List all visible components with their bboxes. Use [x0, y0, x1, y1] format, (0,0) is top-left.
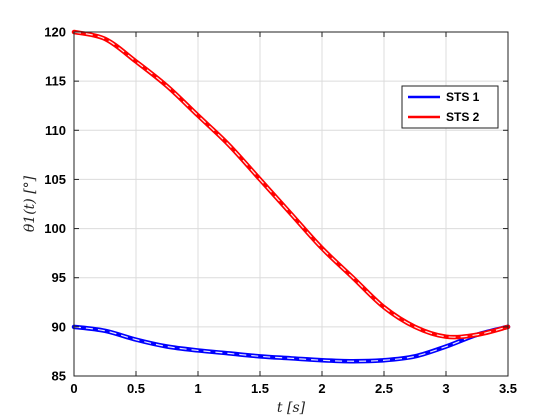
y-tick-label: 120 — [44, 25, 66, 40]
series-layer — [71, 29, 511, 364]
x-tick-label: 2 — [318, 381, 325, 396]
series-reference-dash-sts-1 — [73, 326, 509, 362]
y-tick-label: 100 — [44, 221, 66, 236]
legend-box — [401, 85, 499, 129]
y-tick-label: 95 — [52, 270, 66, 285]
y-tick-label: 105 — [44, 172, 66, 187]
x-tick-label: 3.5 — [499, 381, 517, 396]
x-tick-label: 0.5 — [127, 381, 145, 396]
x-tick-label: 0 — [70, 381, 77, 396]
plot-frame — [73, 31, 509, 377]
x-tick-label: 1.5 — [251, 381, 269, 396]
y-tick-label: 85 — [52, 369, 66, 384]
y-tick-label: 115 — [45, 74, 66, 89]
series-reference-dash-sts-2 — [73, 31, 509, 338]
tick-layer: 0 0.5 1 1.5 2 2.5 3 3.5 85 90 95 100 105 110 115 120 — [44, 25, 517, 397]
x-axis-label: t [s] — [277, 400, 306, 416]
x-tick-label: 3 — [442, 381, 449, 396]
legend: STS 1 STS 2 — [401, 85, 499, 129]
legend-label-sts-2: STS 2 — [446, 110, 480, 124]
y-tick-label: 110 — [45, 123, 66, 138]
legend-label-sts-1: STS 1 — [446, 90, 480, 104]
x-tick-label: 2.5 — [375, 381, 393, 396]
plot-background — [74, 32, 508, 376]
y-tick-label: 90 — [52, 319, 66, 334]
y-axis-label: θ1(t) [°] — [22, 175, 38, 232]
x-tick-label: 1 — [194, 381, 201, 396]
